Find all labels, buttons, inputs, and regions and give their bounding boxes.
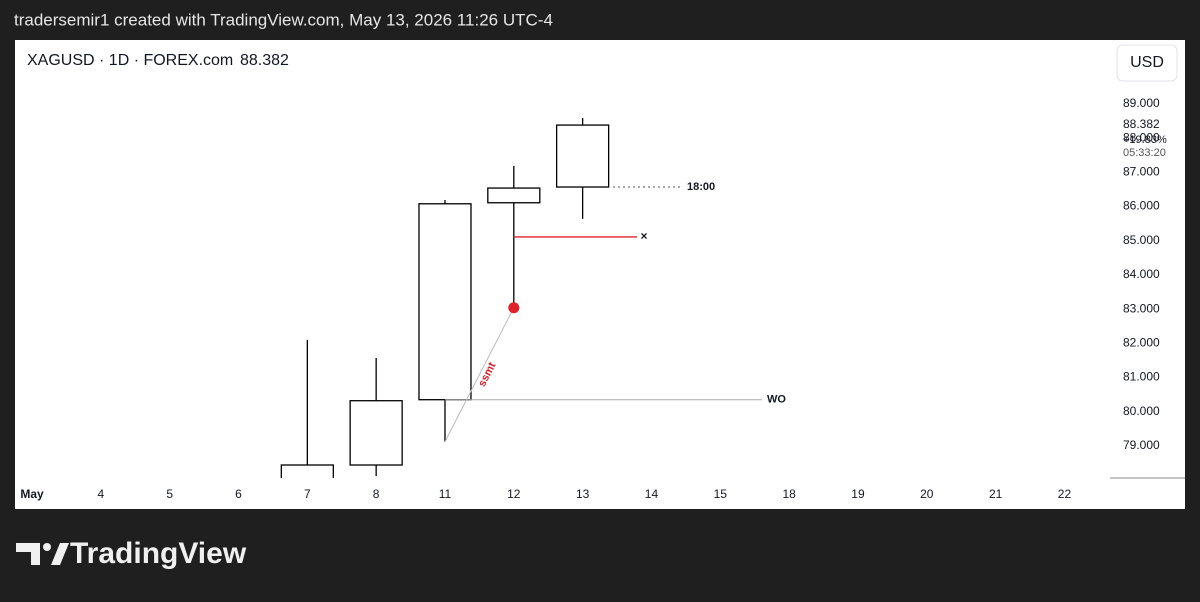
chart-panel (15, 40, 1185, 509)
currency-button[interactable] (1116, 44, 1178, 82)
y-tick-label: 79.000 (1123, 438, 1160, 452)
x-tick-label: 4 (97, 487, 104, 501)
countdown: 05:33:20 (1123, 147, 1166, 159)
ssmt-line (444, 307, 515, 442)
change: +19.83% (1123, 134, 1167, 146)
candle-body (418, 203, 472, 401)
x-tick-label: 13 (576, 487, 590, 501)
y-tick-label: 89.000 (1123, 96, 1160, 110)
y-tick-label: 80.000 (1123, 404, 1160, 418)
y-tick-label: 81.000 (1123, 370, 1160, 384)
y-tick-label: 84.000 (1123, 267, 1160, 281)
x-tick-label: 22 (1058, 487, 1072, 501)
header: tradersemir1 created with TradingView.co… (14, 10, 553, 29)
x-tick-label: 6 (235, 487, 242, 501)
last-price: 88.382 (1123, 117, 1160, 131)
footer-logo (16, 543, 69, 565)
x-tick-label: 14 (645, 487, 659, 501)
x-tick-label: 20 (920, 487, 934, 501)
candle-body (349, 400, 403, 466)
x-tick-label: May (20, 487, 44, 501)
x-tick-label: 21 (989, 487, 1003, 501)
candle-body (487, 187, 541, 204)
ssmt-dot (508, 302, 520, 314)
y-tick-label: 83.000 (1123, 301, 1160, 315)
footer: TradingView (70, 537, 247, 570)
x-tick-label: 15 (714, 487, 728, 501)
x-tick-label: 8 (373, 487, 380, 501)
header-price: 88.382 (240, 52, 289, 69)
x-tick-label: 5 (166, 487, 173, 501)
y-tick-label: 86.000 (1123, 199, 1160, 213)
chart-title: XAGUSD · 1D · FOREX.com (27, 52, 233, 69)
annotation-label: WO (767, 394, 786, 406)
y-tick-label: 88.000 (1123, 130, 1160, 144)
y-tick-label: 85.000 (1123, 233, 1160, 247)
x-tick-label: 18 (782, 487, 796, 501)
x-tick-label: 11 (439, 487, 452, 501)
y-tick-label: 82.000 (1123, 335, 1160, 349)
candle-body (280, 464, 334, 478)
annotation-label: × (640, 229, 647, 243)
x-tick-label: 19 (851, 487, 865, 501)
plot (280, 117, 762, 478)
currency[interactable]: USD (1130, 54, 1164, 71)
candle-body (555, 124, 610, 188)
x-tick-label: 7 (304, 487, 311, 501)
y-tick-label: 87.000 (1123, 164, 1160, 178)
x-tick-label: 12 (507, 487, 521, 501)
annotation-label: 18:00 (687, 181, 715, 193)
